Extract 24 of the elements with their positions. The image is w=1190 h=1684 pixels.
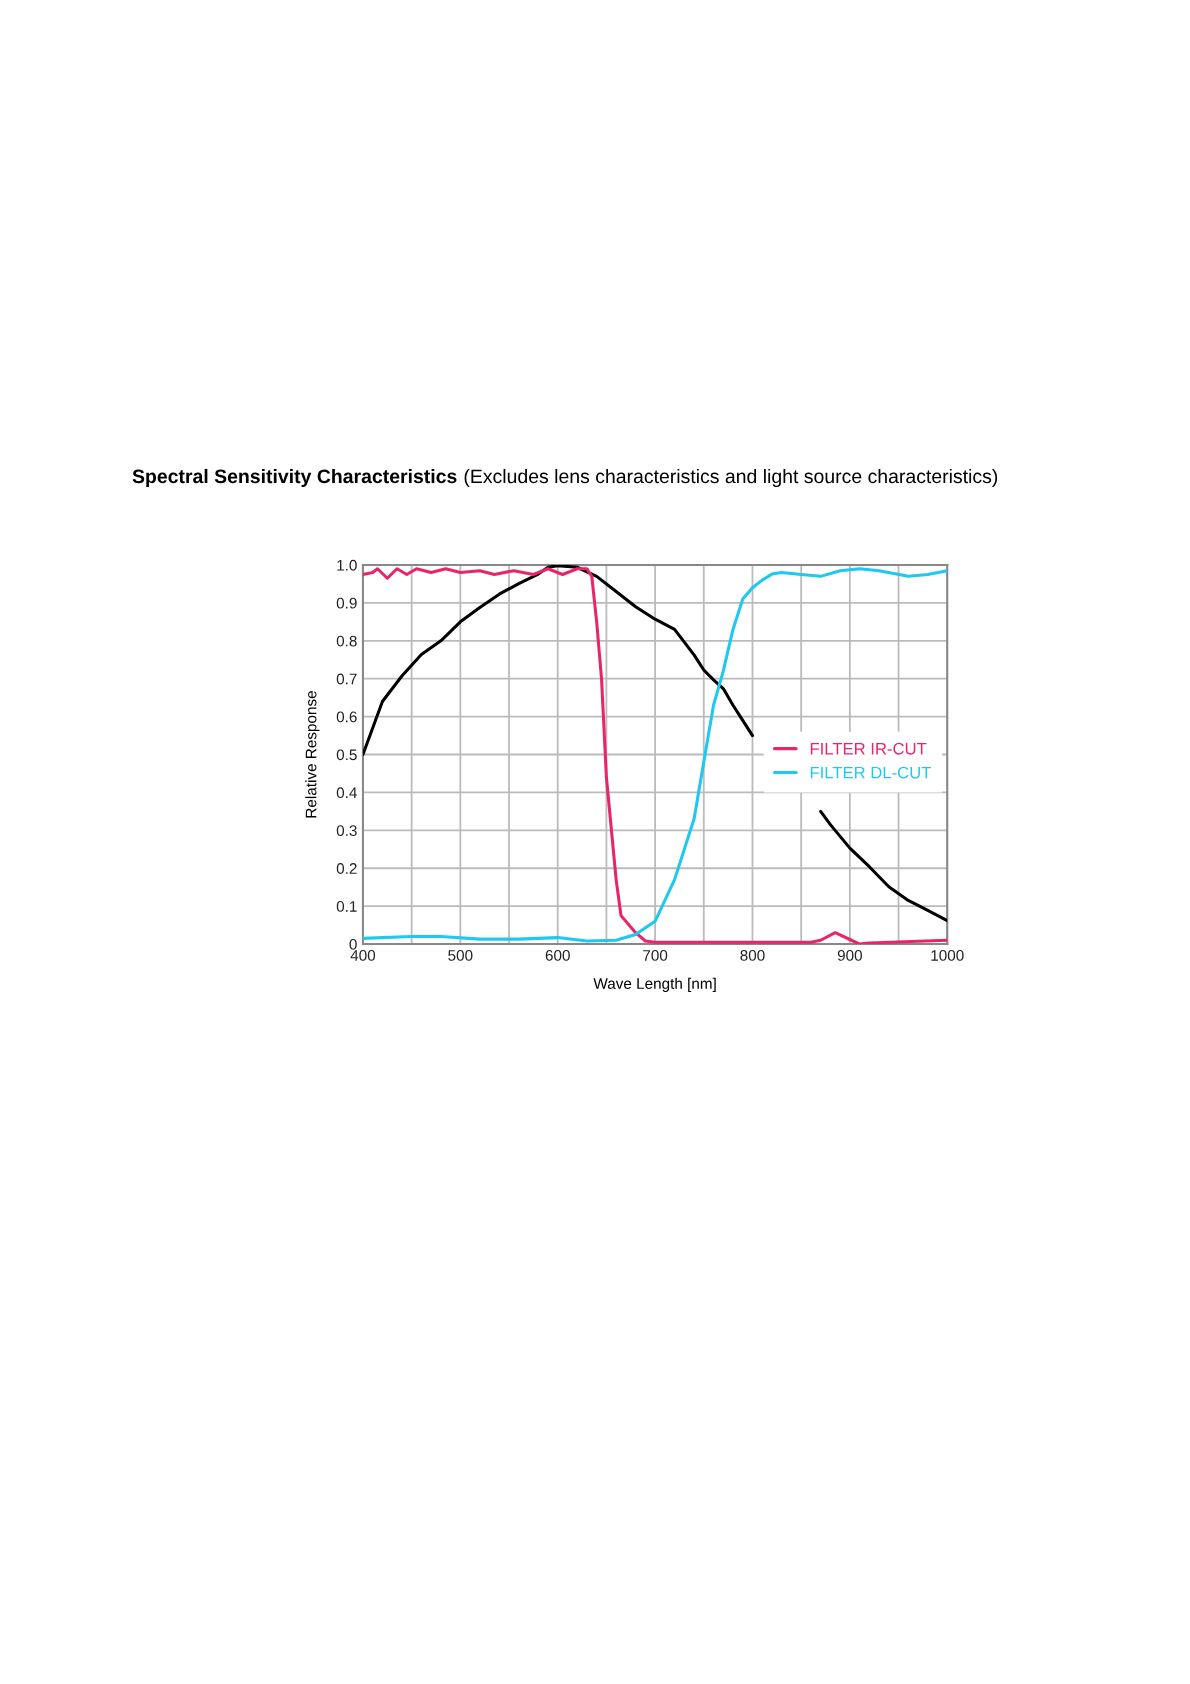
x-tick-label: 900 (837, 950, 863, 961)
chart-title: Spectral Sensitivity Characteristics (132, 468, 457, 488)
y-axis-title: Relative Response (305, 691, 320, 818)
y-tick-label: 0.4 (336, 787, 357, 799)
x-tick-label: 400 (350, 950, 376, 961)
y-tick-label: 0.8 (336, 635, 357, 647)
y-tick-label: 0.5 (336, 749, 357, 761)
y-tick-label: 0.3 (336, 825, 357, 837)
y-tick-label: 1.0 (337, 559, 357, 571)
x-axis-title: Wave Length [nm] (593, 977, 716, 992)
legend-label: FILTER DL-CUT (810, 766, 932, 779)
y-tick-label: 0.1 (336, 901, 357, 912)
x-tick-label: 1000 (931, 950, 964, 961)
y-tick-label: 0.6 (336, 711, 357, 723)
y-tick-label: 0.7 (336, 673, 357, 685)
legend-label: FILTER IR-CUT (810, 742, 927, 755)
x-tick-label: 800 (740, 950, 765, 961)
x-tick-label: 700 (643, 950, 668, 961)
y-tick-label: 0 (349, 938, 357, 950)
y-tick-label: 0.9 (336, 597, 357, 609)
x-tick-label: 500 (448, 950, 473, 961)
x-tick-label: 600 (545, 950, 570, 961)
chart-subtitle: (Excludes lens characteristics and light source characteristics) (464, 468, 998, 488)
y-tick-label: 0.2 (336, 863, 357, 874)
